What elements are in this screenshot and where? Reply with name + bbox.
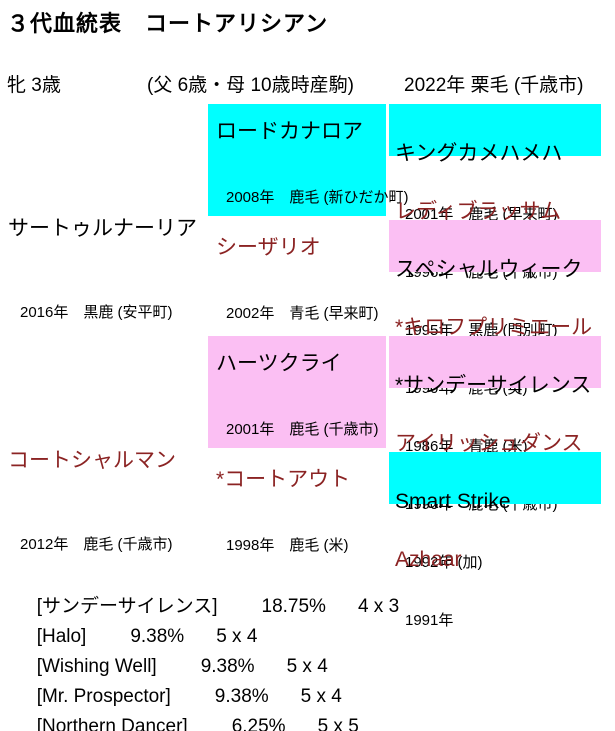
- cell-sire-dam-sire: スペシャルウィーク 1995年 黒鹿 (門別町): [389, 220, 601, 339]
- horse-detail: 2001年 鹿毛 (早来町): [405, 206, 558, 223]
- cell-sire-sire: ロードカナロア 2008年 鹿毛 (新ひだか町): [208, 104, 409, 216]
- horse-name: アイリッシュダンス: [395, 432, 583, 455]
- horse-name: *サンデーサイレンス: [395, 374, 592, 397]
- horse-detail: 1992年 (加): [405, 554, 483, 571]
- horse-detail: 1991年: [405, 612, 454, 629]
- cell-sire-dam-dam: *キロフプリミエール 1990年 鹿毛 (英): [389, 278, 601, 397]
- cell-sire-sire-dam: レディブラッサム 1996年 鹿毛 (千歳市): [389, 162, 601, 281]
- horse-name: *コートアウト: [216, 468, 351, 491]
- horse-detail: 1986年 青鹿 (米): [405, 438, 528, 455]
- inbreed-percent: 9.38%: [130, 626, 185, 647]
- cell-dam: コートシャルマン 2012年 鹿毛 (千歳市): [0, 336, 206, 563]
- horse-name: ハーツクライ: [216, 352, 342, 375]
- parents-age-note: (父 6歳・母 10歳時産駒): [147, 75, 354, 96]
- inbreed-percent: 9.38%: [200, 656, 255, 677]
- horse-name: *キロフプリミエール: [395, 316, 593, 339]
- horse-name: Smart Strike: [395, 490, 511, 513]
- cell-dam-dam-sire: Smart Strike 1992年 (加): [389, 452, 601, 571]
- inbreed-name: [Halo]: [36, 626, 87, 647]
- horse-sex-age: 牝 3歳: [7, 75, 61, 96]
- inbreeding-list: [サンデーサイレンス] 18.75% 4 x 3 [Halo] 9.38% 5 x 4 …: [5, 562, 399, 731]
- horse-name: サートゥルナーリア: [8, 217, 197, 240]
- inbreed-cross: 4 x 3: [357, 596, 400, 617]
- horse-name: キングカメハメハ: [395, 142, 563, 165]
- horse-name: スペシャルウィーク: [395, 258, 583, 281]
- inbreed-name: [Northern Dancer]: [36, 716, 188, 731]
- cell-dam-dam-dam: Azhaar 1991年: [389, 510, 601, 629]
- cell-dam-sire-dam: アイリッシュダンス 1990年 鹿毛 (千歳市): [389, 394, 601, 513]
- birth-info: 2022年 栗毛 (千歳市): [404, 75, 584, 96]
- inbreed-row: [Halo] 9.38% 5 x 4: [5, 592, 399, 647]
- inbreed-cross: 5 x 5: [317, 716, 359, 731]
- inbreed-name: [サンデーサイレンス]: [36, 596, 218, 617]
- cell-dam-dam: *コートアウト 1998年 鹿毛 (米): [208, 452, 386, 564]
- horse-detail: 2002年 青毛 (早来町): [226, 305, 379, 322]
- inbreed-cross: 5 x 4: [216, 626, 258, 647]
- horse-detail: 2008年 鹿毛 (新ひだか町): [226, 189, 409, 206]
- cell-dam-sire-sire: *サンデーサイレンス 1986年 青鹿 (米): [389, 336, 601, 455]
- cell-dam-sire: ハーツクライ 2001年 鹿毛 (千歳市): [208, 336, 386, 448]
- horse-detail: 2012年 鹿毛 (千歳市): [20, 536, 173, 553]
- inbreed-row: [Northern Dancer] 6.25% 5 x 5: [5, 682, 399, 731]
- inbreed-cross: 5 x 4: [286, 656, 328, 677]
- inbreed-row: [Mr. Prospector] 9.38% 5 x 4: [5, 652, 399, 707]
- horse-detail: 2016年 黒鹿 (安平町): [20, 304, 173, 321]
- inbreed-percent: 6.25%: [231, 716, 286, 731]
- inbreed-row: [サンデーサイレンス] 18.75% 4 x 3: [5, 562, 399, 617]
- page-title: ３代血統表 コートアリシアン: [7, 11, 329, 36]
- cell-sire-sire-sire: キングカメハメハ 2001年 鹿毛 (早来町): [389, 104, 601, 223]
- inbreed-percent: 18.75%: [261, 596, 326, 617]
- inbreed-row: [Wishing Well] 9.38% 5 x 4: [5, 622, 399, 677]
- horse-name: コートシャルマン: [8, 449, 176, 472]
- inbreed-name: [Wishing Well]: [36, 656, 157, 677]
- inbreed-name: [Mr. Prospector]: [36, 686, 171, 707]
- horse-detail: 2001年 鹿毛 (千歳市): [226, 421, 379, 438]
- cell-sire: サートゥルナーリア 2016年 黒鹿 (安平町): [0, 104, 206, 331]
- cell-sire-dam: シーザリオ 2002年 青毛 (早来町): [208, 220, 386, 332]
- horse-name: レディブラッサム: [395, 200, 562, 223]
- horse-detail: 1998年 鹿毛 (米): [226, 537, 349, 554]
- horse-name: シーザリオ: [216, 236, 321, 259]
- horse-name: Azhaar: [395, 548, 462, 571]
- inbreed-percent: 9.38%: [214, 686, 269, 707]
- horse-detail: 1995年 黒鹿 (門別町): [405, 322, 558, 339]
- horse-name: ロードカナロア: [216, 120, 363, 143]
- inbreed-cross: 5 x 4: [300, 686, 342, 707]
